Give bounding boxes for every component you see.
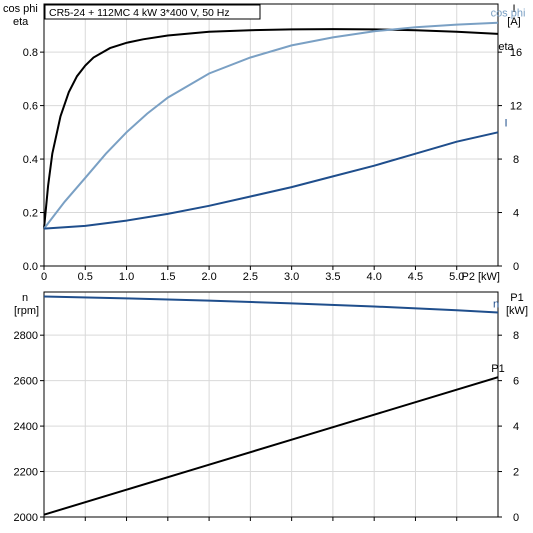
bottom-right-tick-label: 8 xyxy=(513,330,519,342)
series-speed-line xyxy=(44,297,498,313)
series-label-speed: n xyxy=(493,298,499,310)
x-tick-label: 3.5 xyxy=(325,271,340,283)
x-tick-label: 3.0 xyxy=(284,271,299,283)
bottom-left-tick-label: 2400 xyxy=(14,421,38,433)
series-label-cos-phi: cos phi xyxy=(491,8,526,20)
top-x-axis-label: P2 [kW] xyxy=(461,271,500,283)
x-tick-label: 5.0 xyxy=(449,271,464,283)
bottom-left-tick-label: 2600 xyxy=(14,376,38,388)
series-label-eta: eta xyxy=(498,41,514,53)
top-left-tick-label: 0.6 xyxy=(23,101,38,113)
curve-labels: eta cos phi In P1 xyxy=(491,8,526,376)
series-label-current: I xyxy=(504,117,507,129)
top-left-tick-label: 0.2 xyxy=(23,208,38,220)
x-tick-label: 2.5 xyxy=(243,271,258,283)
bottom-right-tick-label: 0 xyxy=(513,512,519,524)
top-right-tick-label: 4 xyxy=(513,208,519,220)
bottom-left-axis-label-2: [rpm] xyxy=(14,305,39,317)
top-right-tick-label: 0 xyxy=(513,261,519,273)
x-tick-label: 1.5 xyxy=(160,271,175,283)
bottom-left-tick-label: 2800 xyxy=(14,330,38,342)
top-chart-frame xyxy=(44,4,498,266)
x-tick-label: 0.5 xyxy=(78,271,93,283)
top-left-axis-label-1: cos phi xyxy=(3,3,38,15)
series-eta-line xyxy=(44,29,498,229)
top-right-tick-label: 12 xyxy=(510,101,522,113)
x-tick-label: 1.0 xyxy=(119,271,134,283)
bottom-right-axis-label-1: P1 xyxy=(510,292,523,304)
bottom-right-axis-label-2: [kW] xyxy=(506,305,528,317)
top-left-tick-label: 0.8 xyxy=(23,47,38,59)
x-tick-label: 0 xyxy=(41,271,47,283)
series-p1-line xyxy=(44,377,498,515)
top-left-tick-label: 0.4 xyxy=(23,154,38,166)
bottom-right-tick-label: 2 xyxy=(513,467,519,479)
series-cos-phi-line xyxy=(44,23,498,229)
top-left-tick-label: 0.0 xyxy=(23,261,38,273)
curves xyxy=(44,23,498,515)
top-right-tick-label: 8 xyxy=(513,154,519,166)
top-left-axis-label-2: eta xyxy=(13,16,29,28)
series-label-p1: P1 xyxy=(491,363,504,375)
x-tick-label: 2.0 xyxy=(201,271,216,283)
bottom-chart-grid xyxy=(44,292,498,517)
x-tick-label: 4.0 xyxy=(367,271,382,283)
bottom-chart-frame xyxy=(44,292,498,517)
bottom-right-tick-label: 4 xyxy=(513,421,519,433)
bottom-left-axis-label-1: n xyxy=(22,292,28,304)
bottom-left-tick-label: 2200 xyxy=(14,467,38,479)
chart-title: CR5-24 + 112MC 4 kW 3*400 V, 50 Hz xyxy=(49,7,230,19)
x-tick-label: 4.5 xyxy=(408,271,423,283)
bottom-left-tick-label: 2000 xyxy=(14,512,38,524)
top-chart-grid xyxy=(44,4,498,266)
bottom-right-tick-label: 6 xyxy=(513,376,519,388)
